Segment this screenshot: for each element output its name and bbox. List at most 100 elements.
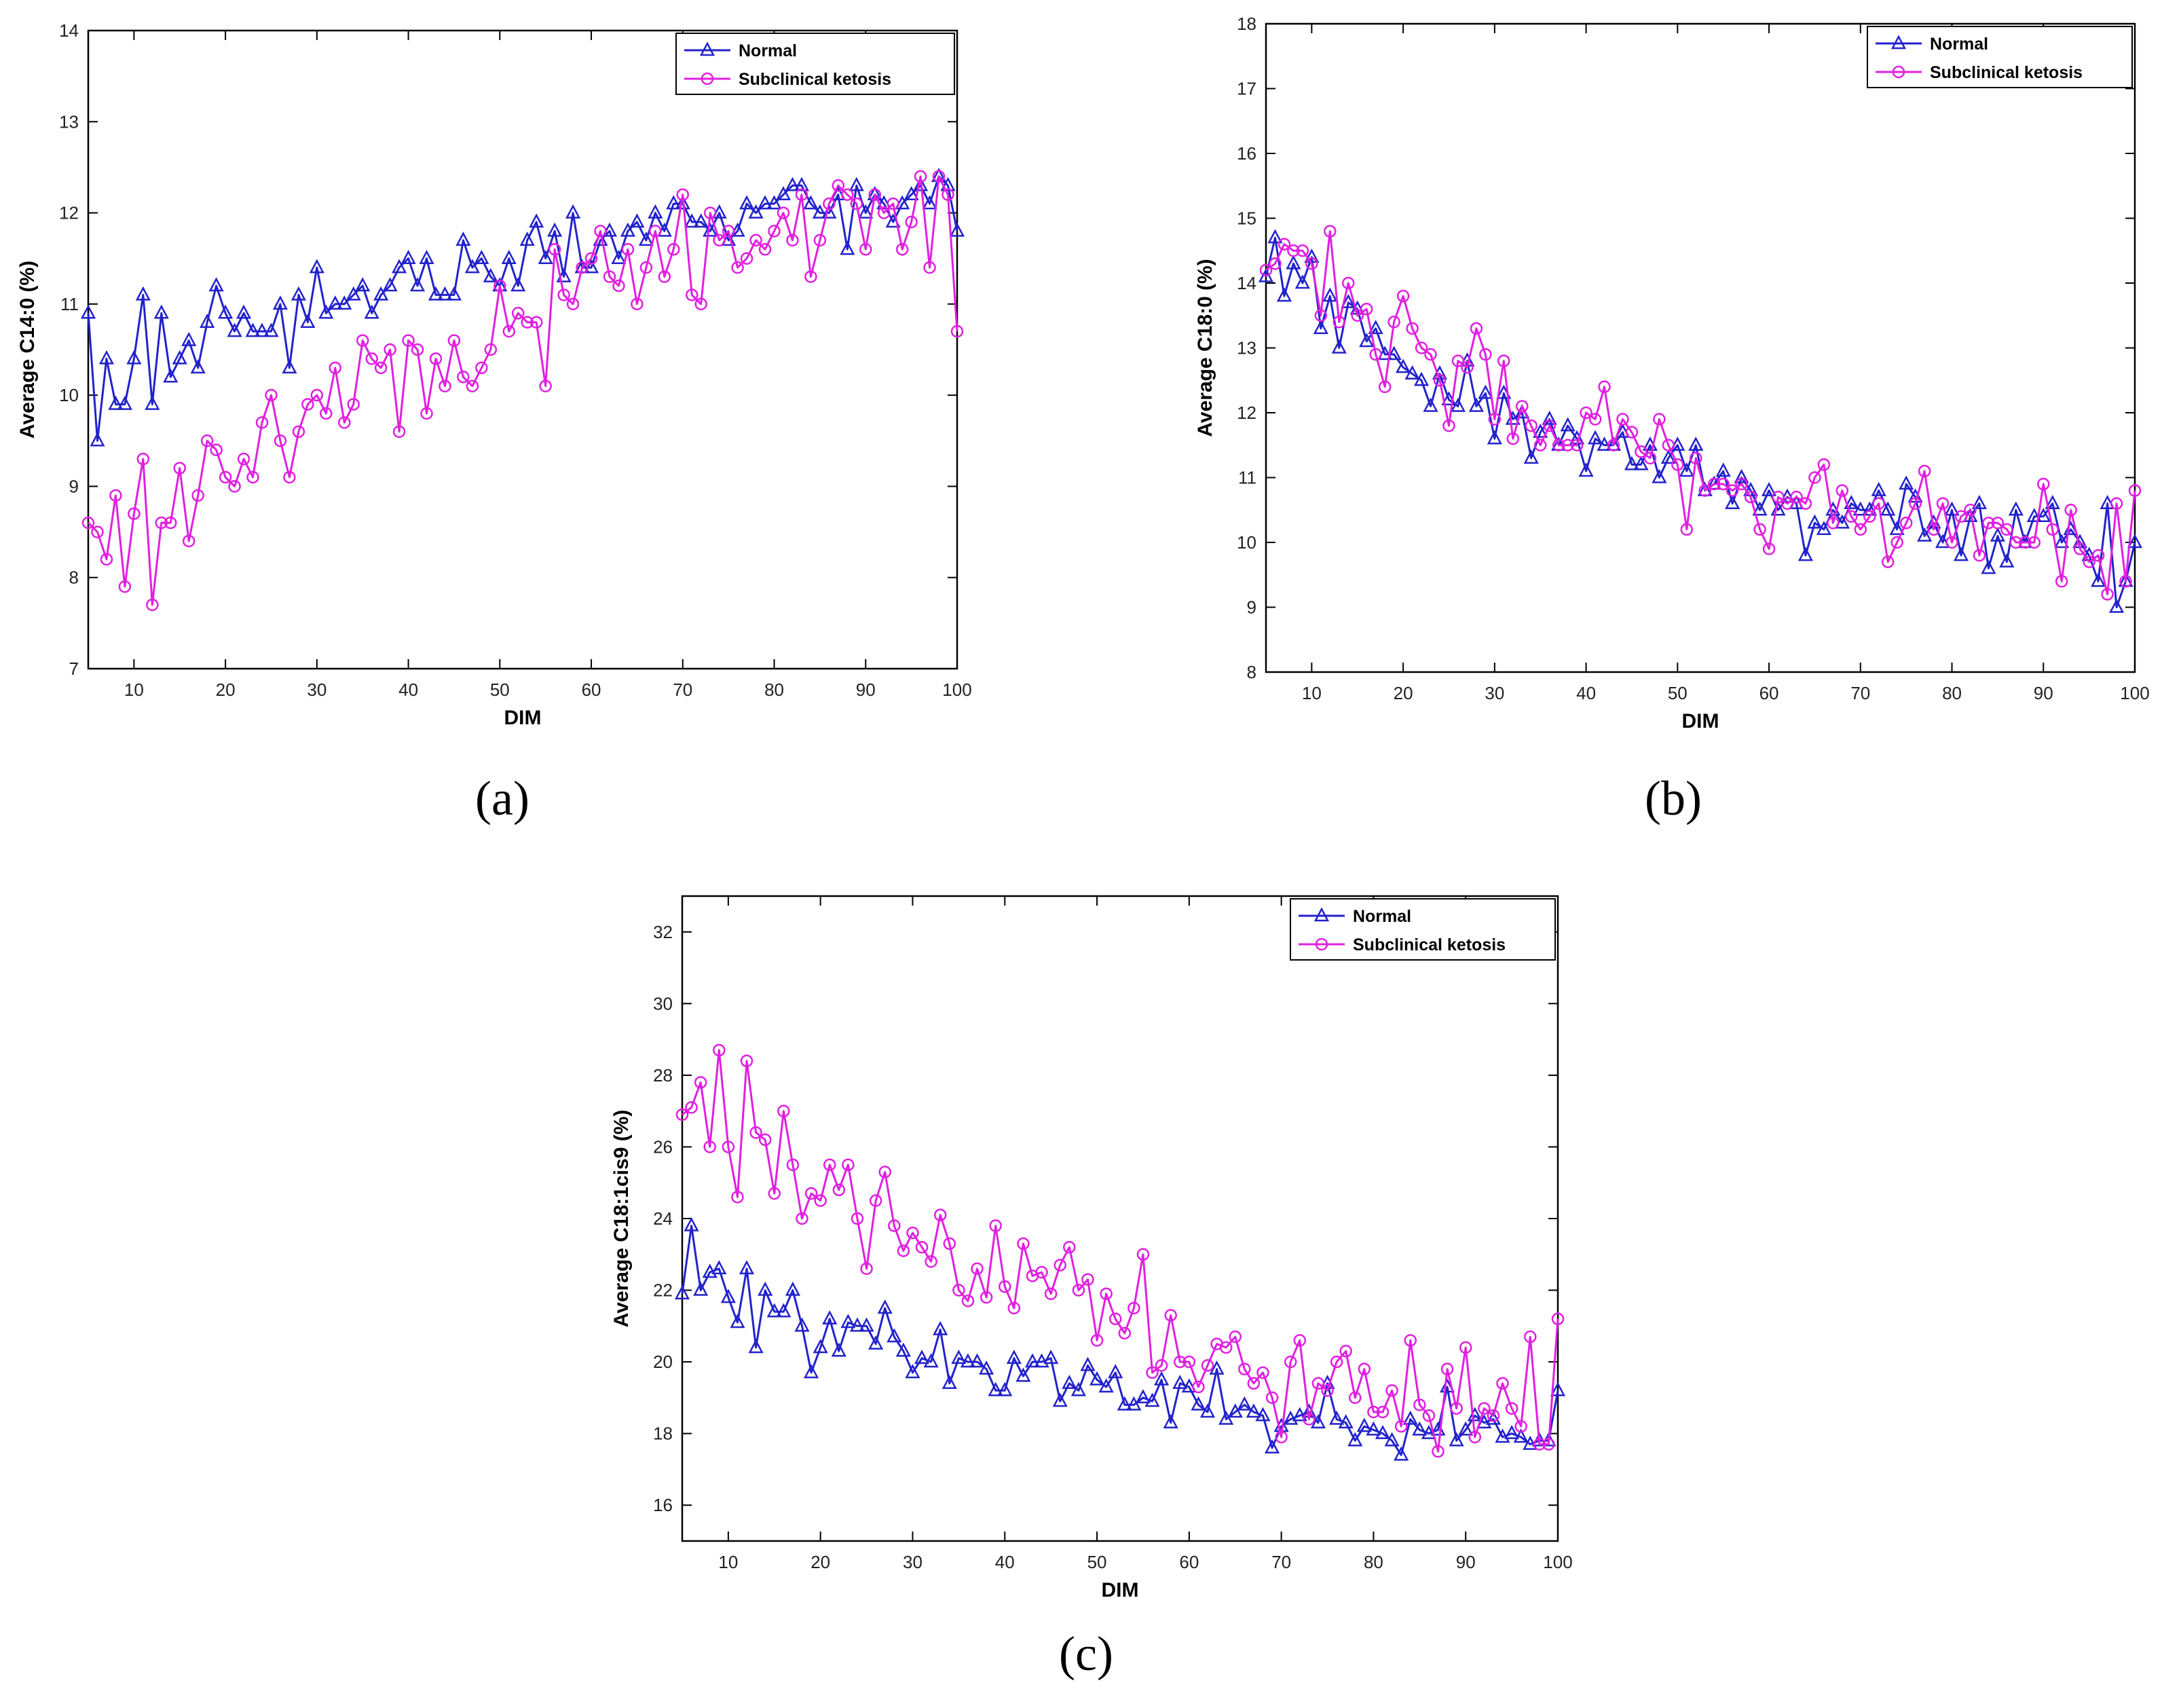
chart-b: 10 20 30 40 50 60 70 80 90 100 8 9 10 11 12 13 14 15 16 17 1… bbox=[1194, 14, 2150, 732]
x-tick-label: 50 bbox=[490, 680, 510, 700]
x-tick-label: 80 bbox=[1942, 683, 1962, 703]
data-point bbox=[1479, 348, 1492, 361]
data-point bbox=[999, 1280, 1011, 1293]
data-point bbox=[1852, 501, 1868, 516]
data-point bbox=[775, 186, 791, 200]
data-point bbox=[282, 359, 297, 374]
data-point bbox=[1384, 1432, 1400, 1447]
data-point bbox=[840, 240, 855, 255]
data-point bbox=[1339, 1345, 1352, 1358]
data-point bbox=[740, 1054, 753, 1068]
data-point bbox=[419, 250, 434, 264]
data-point bbox=[1881, 555, 1895, 568]
data-point bbox=[100, 553, 113, 566]
data-point bbox=[2054, 534, 2070, 549]
legend-label: Subclinical ketosis bbox=[739, 70, 891, 89]
data-point bbox=[906, 1226, 919, 1240]
data-point bbox=[1144, 1392, 1160, 1407]
data-point bbox=[749, 234, 762, 247]
legend-marker bbox=[1313, 907, 1330, 922]
data-point bbox=[859, 1317, 874, 1332]
data-point bbox=[1578, 462, 1594, 477]
data-point bbox=[814, 1194, 827, 1207]
y-tick-label: 7 bbox=[69, 658, 79, 679]
data-point bbox=[905, 215, 918, 229]
data-point bbox=[850, 197, 863, 210]
data-point bbox=[1927, 523, 1940, 536]
data-point bbox=[1671, 458, 1684, 471]
data-point bbox=[1311, 1377, 1325, 1390]
data-point bbox=[2028, 536, 2041, 549]
data-point bbox=[933, 1320, 948, 1335]
data-point bbox=[1808, 471, 1821, 484]
data-point bbox=[1495, 1428, 1510, 1443]
data-point bbox=[720, 1288, 736, 1303]
data-point bbox=[1054, 1259, 1066, 1271]
data-point bbox=[1376, 1405, 1390, 1419]
data-point bbox=[685, 1101, 698, 1114]
data-point bbox=[694, 297, 707, 311]
data-point bbox=[1459, 1341, 1472, 1354]
data-point bbox=[429, 352, 443, 365]
data-point bbox=[649, 225, 662, 238]
data-point bbox=[182, 534, 195, 548]
data-point bbox=[713, 1043, 726, 1057]
data-point bbox=[1294, 274, 1310, 289]
data-point bbox=[594, 225, 607, 238]
data-point bbox=[1413, 1398, 1426, 1411]
data-point bbox=[1790, 490, 1803, 504]
data-point bbox=[905, 1364, 920, 1379]
data-point bbox=[1827, 517, 1840, 530]
x-tick-label: 90 bbox=[2034, 683, 2053, 703]
data-point bbox=[1497, 354, 1510, 367]
data-point bbox=[804, 1187, 818, 1200]
data-point bbox=[859, 243, 872, 256]
data-point bbox=[1276, 287, 1292, 302]
data-point bbox=[1359, 333, 1375, 348]
data-point bbox=[1973, 549, 1986, 562]
data-point bbox=[1172, 1375, 1188, 1390]
data-point bbox=[1551, 1312, 1565, 1326]
data-point bbox=[849, 1317, 865, 1332]
data-point bbox=[109, 489, 122, 502]
x-tick-label: 70 bbox=[673, 680, 692, 700]
data-point bbox=[402, 334, 415, 347]
data-point bbox=[237, 452, 250, 466]
data-point bbox=[1024, 1353, 1041, 1368]
data-point bbox=[510, 277, 526, 292]
data-point bbox=[971, 1262, 984, 1276]
data-point bbox=[1293, 1334, 1307, 1347]
data-point bbox=[1356, 1417, 1372, 1432]
data-point bbox=[1625, 426, 1639, 439]
data-point bbox=[722, 225, 735, 238]
data-point bbox=[81, 516, 95, 530]
data-point bbox=[629, 213, 645, 228]
data-point bbox=[173, 462, 186, 475]
data-point bbox=[1341, 293, 1356, 308]
data-point bbox=[246, 470, 259, 484]
series-line bbox=[1265, 236, 2136, 608]
data-point bbox=[1918, 464, 1931, 478]
data-point bbox=[777, 1104, 790, 1117]
data-point bbox=[1542, 410, 1557, 425]
data-point bbox=[739, 195, 755, 210]
data-point bbox=[1653, 413, 1666, 426]
data-point bbox=[1135, 1389, 1151, 1404]
data-point bbox=[703, 206, 717, 219]
data-point bbox=[1313, 320, 1328, 335]
data-point bbox=[603, 270, 616, 283]
data-point bbox=[1478, 384, 1493, 399]
data-point bbox=[1098, 1378, 1114, 1393]
legend-marker bbox=[1315, 937, 1328, 951]
data-point bbox=[1044, 1287, 1058, 1301]
data-point bbox=[1643, 451, 1657, 465]
data-point bbox=[925, 1255, 937, 1268]
x-tick-label: 90 bbox=[1456, 1552, 1476, 1572]
data-point bbox=[437, 286, 453, 301]
data-point bbox=[813, 234, 827, 247]
data-point bbox=[1652, 468, 1667, 483]
data-point bbox=[2064, 504, 2077, 517]
data-point bbox=[1753, 523, 1766, 536]
data-point bbox=[1433, 374, 1447, 387]
data-point bbox=[1451, 354, 1465, 367]
